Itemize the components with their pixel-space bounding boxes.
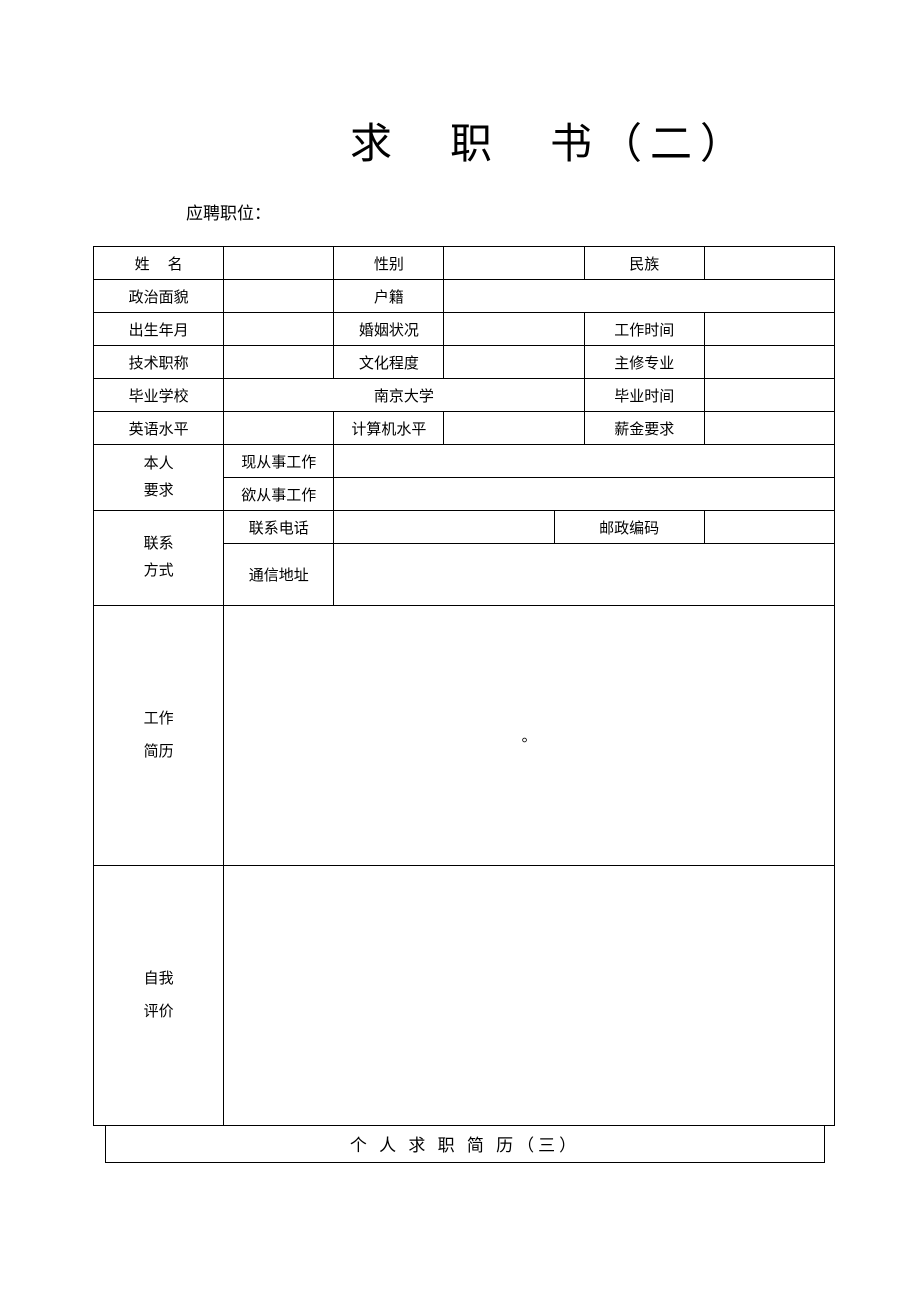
marital-value[interactable] xyxy=(444,313,584,346)
major-value[interactable] xyxy=(704,346,834,379)
school-value: 南京大学 xyxy=(224,379,584,412)
contact-l1: 联系 xyxy=(144,536,174,552)
desired-job-value[interactable] xyxy=(334,478,835,511)
self-eval-label: 自我 评价 xyxy=(94,866,224,1126)
address-label: 通信地址 xyxy=(224,544,334,606)
self-eval-value[interactable] xyxy=(224,866,835,1126)
self-eval-row: 自我 评价 xyxy=(94,866,835,1126)
work-history-l2: 简历 xyxy=(144,744,174,760)
footer-table: 个 人 求 职 简 历（三） xyxy=(105,1126,825,1163)
birth-label: 出生年月 xyxy=(94,313,224,346)
name-label: 姓名 xyxy=(94,247,224,280)
work-history-row: 工作 简历 。 xyxy=(94,606,835,866)
ethnicity-label: 民族 xyxy=(584,247,704,280)
education-value[interactable] xyxy=(444,346,584,379)
grad-time-label: 毕业时间 xyxy=(584,379,704,412)
english-label: 英语水平 xyxy=(94,412,224,445)
tech-title-value[interactable] xyxy=(224,346,334,379)
contact-l2: 方式 xyxy=(144,563,174,579)
self-req-l2: 要求 xyxy=(144,483,174,499)
work-history-value[interactable]: 。 xyxy=(224,606,835,866)
gender-value[interactable] xyxy=(444,247,584,280)
self-req-label: 本人 要求 xyxy=(94,445,224,511)
major-label: 主修专业 xyxy=(584,346,704,379)
self-eval-l1: 自我 xyxy=(144,971,174,987)
ethnicity-value[interactable] xyxy=(704,247,834,280)
grad-time-value[interactable] xyxy=(704,379,834,412)
table-row: 政治面貌 户籍 xyxy=(94,280,835,313)
table-row: 出生年月 婚姻状况 工作时间 xyxy=(94,313,835,346)
table-row: 英语水平 计算机水平 薪金要求 xyxy=(94,412,835,445)
computer-value[interactable] xyxy=(444,412,584,445)
tech-title-label: 技术职称 xyxy=(94,346,224,379)
english-value[interactable] xyxy=(224,412,334,445)
address-value[interactable] xyxy=(334,544,835,606)
education-label: 文化程度 xyxy=(334,346,444,379)
school-label: 毕业学校 xyxy=(94,379,224,412)
registry-label: 户籍 xyxy=(334,280,444,313)
table-row: 毕业学校 南京大学 毕业时间 xyxy=(94,379,835,412)
computer-label: 计算机水平 xyxy=(334,412,444,445)
phone-label: 联系电话 xyxy=(224,511,334,544)
current-job-label: 现从事工作 xyxy=(224,445,334,478)
current-job-value[interactable] xyxy=(334,445,835,478)
position-label: 应聘职位： xyxy=(186,199,920,224)
phone-value[interactable] xyxy=(334,511,554,544)
salary-value[interactable] xyxy=(704,412,834,445)
postal-value[interactable] xyxy=(704,511,834,544)
birth-value[interactable] xyxy=(224,313,334,346)
postal-label: 邮政编码 xyxy=(554,511,704,544)
work-time-label: 工作时间 xyxy=(584,313,704,346)
footer-title: 个 人 求 职 简 历（三） xyxy=(106,1126,825,1162)
work-history-l1: 工作 xyxy=(144,711,174,727)
marital-label: 婚姻状况 xyxy=(334,313,444,346)
political-value[interactable] xyxy=(224,280,334,313)
salary-label: 薪金要求 xyxy=(584,412,704,445)
gender-label: 性别 xyxy=(334,247,444,280)
table-row: 技术职称 文化程度 主修专业 xyxy=(94,346,835,379)
political-label: 政治面貌 xyxy=(94,280,224,313)
desired-job-label: 欲从事工作 xyxy=(224,478,334,511)
table-row: 联系 方式 联系电话 邮政编码 xyxy=(94,511,835,544)
name-value[interactable] xyxy=(224,247,334,280)
self-eval-l2: 评价 xyxy=(144,1004,174,1020)
work-history-label: 工作 简历 xyxy=(94,606,224,866)
contact-label: 联系 方式 xyxy=(94,511,224,606)
self-req-l1: 本人 xyxy=(144,456,174,472)
page-title: 求 职 书（二） xyxy=(0,0,920,171)
registry-value[interactable] xyxy=(444,280,835,313)
resume-form-table: 姓名 性别 民族 政治面貌 户籍 出生年月 婚姻状况 工作时间 技术职称 文化程… xyxy=(93,246,835,1126)
work-time-value[interactable] xyxy=(704,313,834,346)
table-row: 姓名 性别 民族 xyxy=(94,247,835,280)
table-row: 本人 要求 现从事工作 xyxy=(94,445,835,478)
